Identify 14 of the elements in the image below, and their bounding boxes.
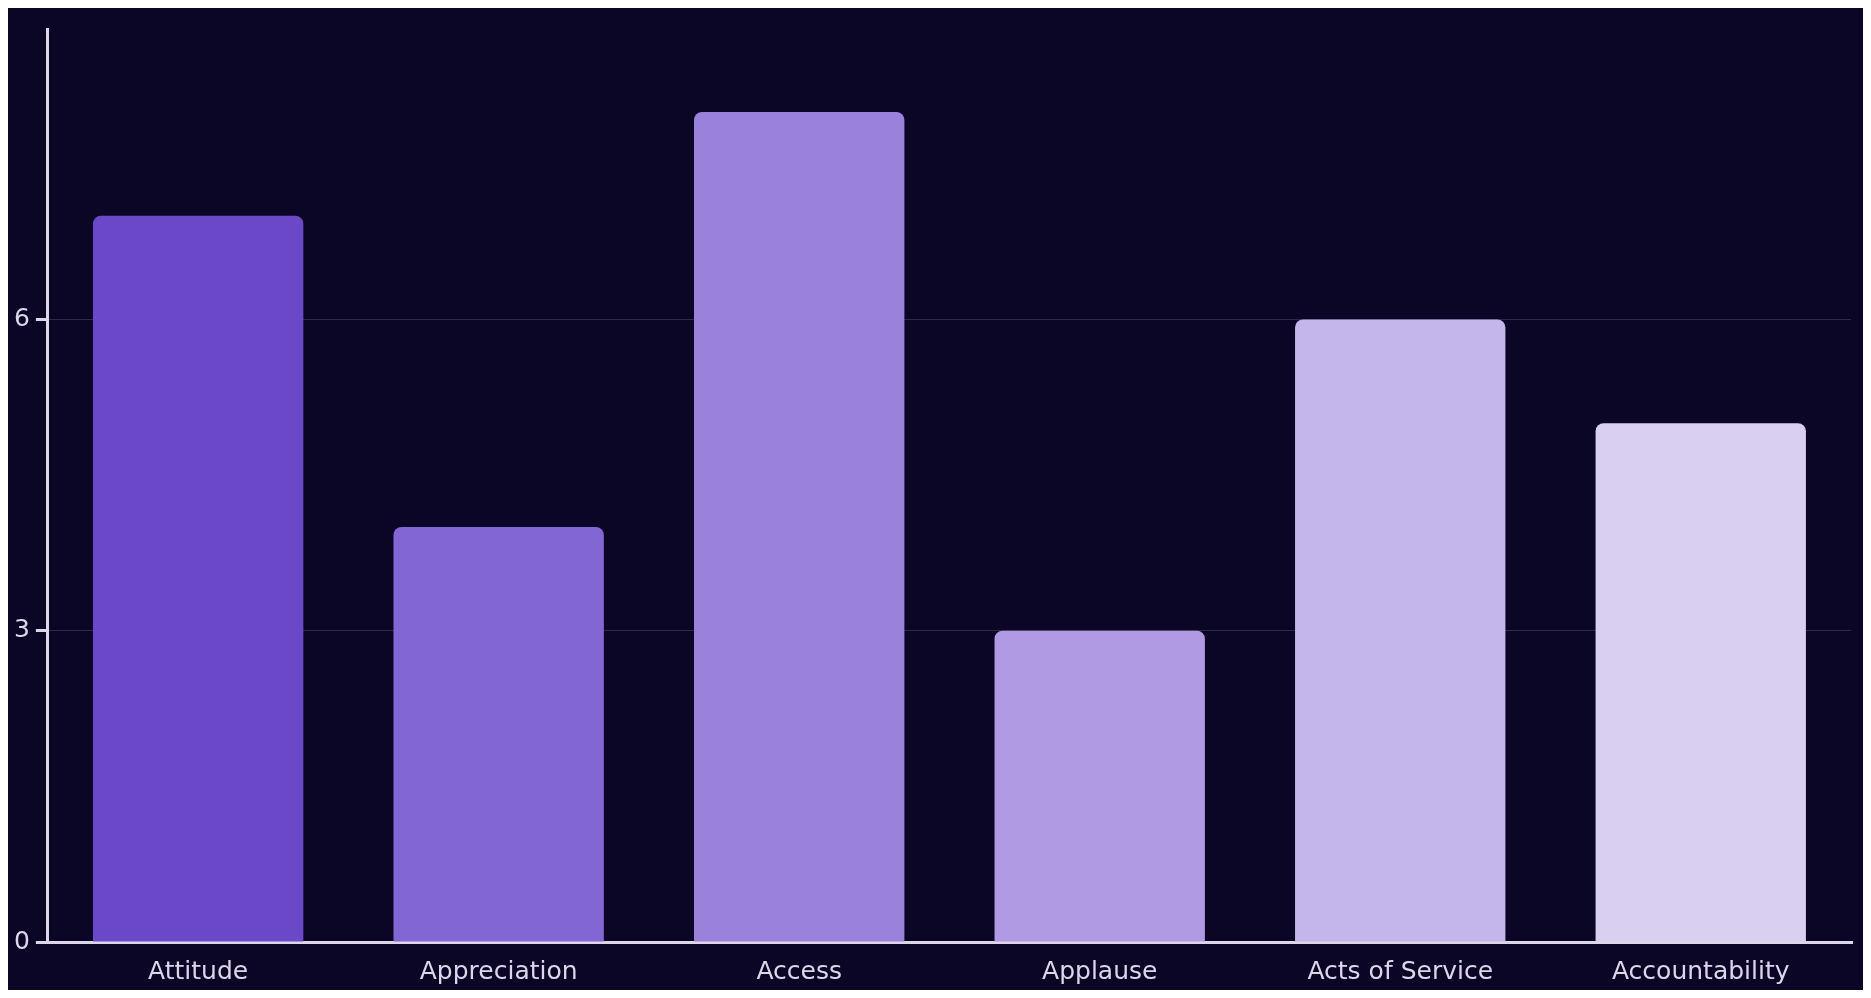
y-tick-label: 0 — [14, 925, 30, 955]
x-tick-label: Accountability — [1611, 955, 1790, 985]
bar — [393, 527, 604, 942]
y-tick-label: 3 — [14, 614, 30, 644]
bar — [1295, 319, 1506, 942]
x-tick-label: Appreciation — [419, 955, 578, 985]
bar — [92, 215, 304, 942]
x-tick-label: Applause — [1042, 955, 1158, 985]
y-tick-label: 6 — [14, 303, 30, 332]
x-tick-label: Access — [756, 955, 842, 985]
x-tick-label: Acts of Service — [1307, 955, 1494, 985]
bar — [694, 112, 905, 942]
x-tick-label: Attitude — [148, 955, 249, 985]
bar — [994, 630, 1205, 942]
